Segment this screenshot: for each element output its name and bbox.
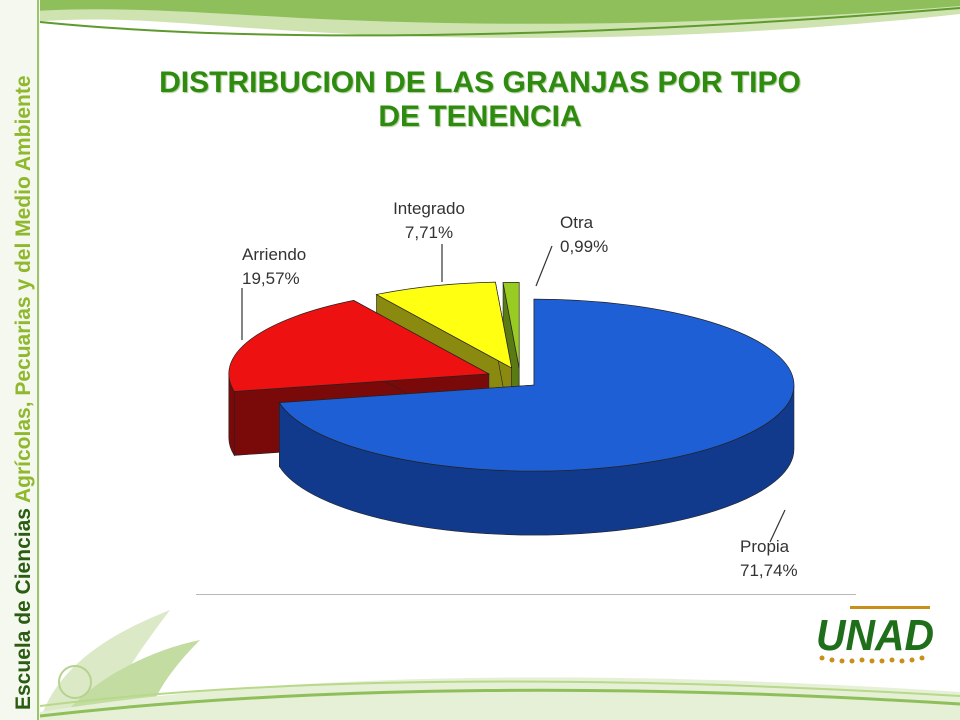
side-text-prefix: Escuela de Ciencias (12, 503, 35, 710)
slice-value-propia: 71,74% (740, 561, 798, 580)
slide-divider (196, 594, 856, 595)
slice-value-integrado: 7,71% (405, 223, 453, 242)
top-decorative-swoosh (0, 0, 960, 38)
slice-label-propia: Propia (740, 537, 790, 556)
slice-label-integrado: Integrado (393, 199, 465, 218)
bottom-decorative-swoosh (39, 610, 960, 720)
slice-value-arriendo: 19,57% (242, 269, 300, 288)
pie-chart: Propia 71,74% Arriendo 19,57% Integrado 7,71%… (228, 199, 798, 580)
slice-label-otra: Otra (560, 213, 594, 232)
leader-line-otra (535, 245, 553, 287)
slice-label-arriendo: Arriendo (242, 245, 306, 264)
title-line-1: DISTRIBUCION DE LAS GRANJAS POR TIPO (159, 66, 801, 99)
side-text-highlight: Agrícolas, Pecuarias y del Medio Ambient… (12, 75, 35, 503)
page-title: DISTRIBUCION DE LAS GRANJAS POR TIPO DE … (60, 66, 900, 134)
logo-text: UNAD (816, 611, 934, 660)
leader-line-propia (769, 509, 786, 543)
side-band (0, 0, 40, 720)
side-school-name: Escuela de Ciencias Agrícolas, Pecuarias… (12, 75, 35, 710)
svg-text:Escuela de Ciencias Agrícolas,: Escuela de Ciencias Agrícolas, Pecuarias… (12, 75, 35, 710)
pie-slice-propia (278, 298, 795, 536)
unad-logo: UNAD (816, 606, 934, 664)
title-line-2: DE TENENCIA (378, 100, 582, 133)
slice-value-otra: 0,99% (560, 237, 608, 256)
